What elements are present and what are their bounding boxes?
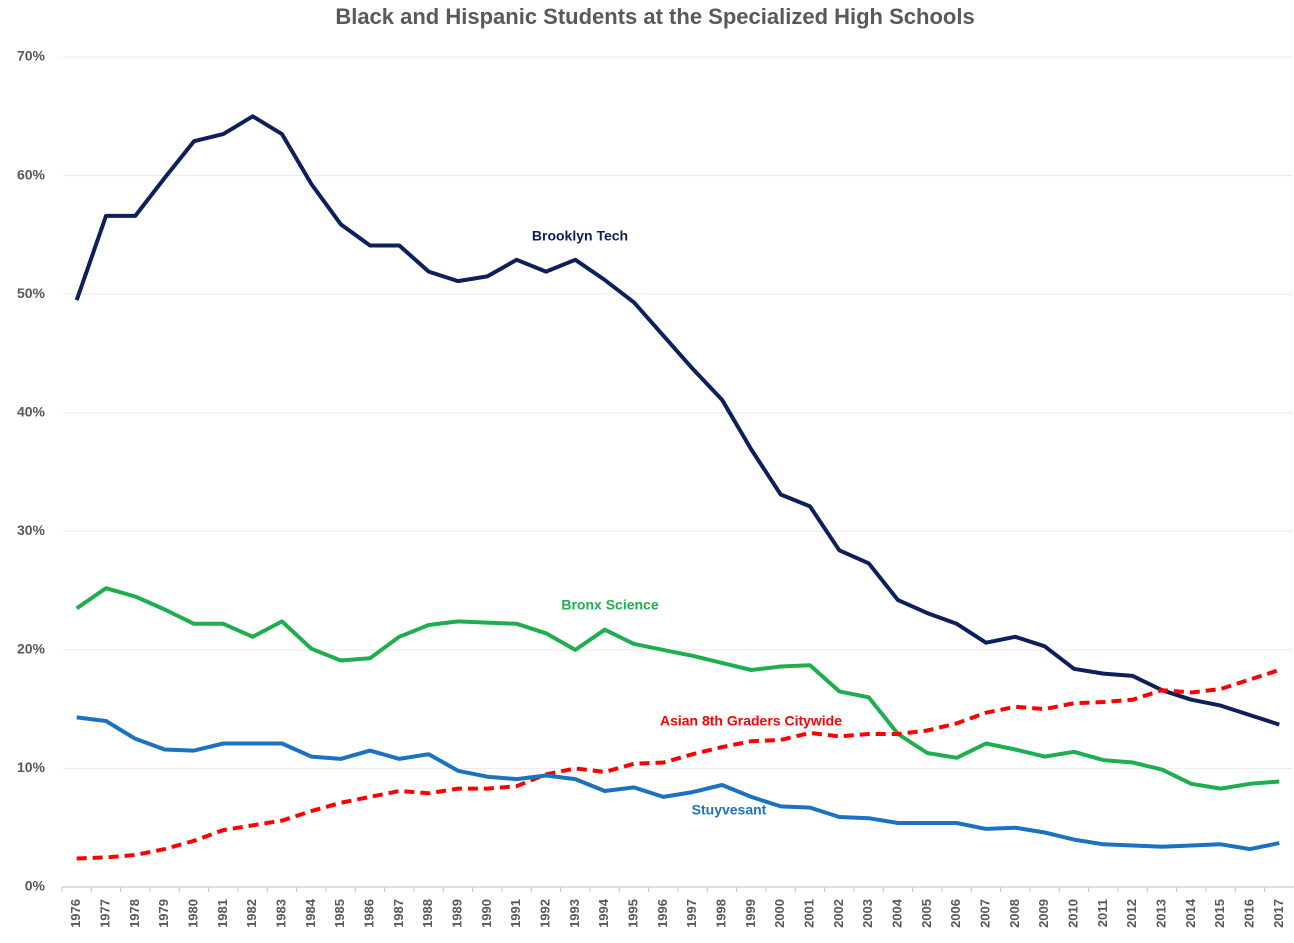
series-label: Stuyvesant (692, 802, 767, 818)
series-line (76, 715, 1280, 852)
x-tick-label: 1984 (303, 898, 318, 928)
x-tick-label: 1997 (684, 899, 699, 928)
x-tick-label: 2002 (831, 899, 846, 928)
x-tick-label: 2001 (801, 899, 816, 928)
series-line (74, 114, 1280, 727)
chart-title: Black and Hispanic Students at the Speci… (335, 4, 974, 29)
y-tick-label: 30% (17, 522, 46, 538)
series-line (75, 586, 1280, 791)
x-tick-label: 1987 (391, 899, 406, 928)
x-tick-label: 2003 (860, 899, 875, 928)
x-tick-label: 1977 (97, 899, 112, 928)
y-tick-label: 10% (17, 759, 46, 775)
series-label: Brooklyn Tech (532, 228, 628, 244)
x-tick-label: 1978 (127, 899, 142, 928)
x-tick-label: 2007 (977, 899, 992, 928)
x-tick-label: 1979 (156, 899, 171, 928)
x-tick-label: 2000 (772, 899, 787, 928)
x-tick-label: 2013 (1153, 899, 1168, 928)
x-tick-label: 2010 (1065, 899, 1080, 928)
x-tick-label: 1976 (68, 899, 83, 928)
y-tick-label: 40% (17, 403, 46, 419)
series-label: Bronx Science (561, 597, 658, 613)
x-tick-label: 2009 (1036, 899, 1051, 928)
x-tick-label: 1983 (273, 899, 288, 928)
x-tick-label: 2006 (948, 899, 963, 928)
x-tick-label: 1998 (713, 899, 728, 928)
x-tick-label: 1980 (185, 899, 200, 928)
x-tick-label: 1985 (332, 899, 347, 928)
series-label: Asian 8th Graders Citywide (660, 713, 842, 729)
x-tick-label: 1996 (655, 899, 670, 928)
y-tick-label: 50% (17, 285, 46, 301)
series-line (76, 668, 1280, 861)
x-tick-label: 2015 (1212, 899, 1227, 928)
y-tick-label: 60% (17, 166, 46, 182)
x-tick-label: 1993 (567, 899, 582, 928)
x-tick-label: 1988 (420, 899, 435, 928)
x-tick-label: 2012 (1124, 899, 1139, 928)
x-tick-label: 2016 (1241, 899, 1256, 928)
x-tick-label: 1981 (215, 899, 230, 928)
x-tick-label: 1989 (449, 899, 464, 928)
x-tick-label: 1990 (479, 899, 494, 928)
x-tick-label: 2011 (1095, 899, 1110, 927)
x-tick-label: 2017 (1271, 899, 1286, 928)
x-tick-label: 2004 (889, 898, 904, 928)
x-tick-label: 2014 (1183, 898, 1198, 928)
x-tick-label: 2008 (1007, 899, 1022, 928)
x-tick-label: 1994 (596, 898, 611, 928)
y-tick-label: 20% (17, 641, 46, 657)
x-tick-label: 2005 (919, 899, 934, 928)
x-tick-label: 1995 (625, 899, 640, 928)
y-tick-label: 0% (25, 878, 46, 894)
x-tick-label: 1986 (361, 899, 376, 928)
x-tick-label: 1991 (508, 899, 523, 928)
x-tick-label: 1999 (743, 899, 758, 928)
y-tick-label: 70% (17, 48, 46, 64)
x-tick-label: 1982 (244, 899, 259, 928)
x-tick-label: 1992 (537, 899, 552, 928)
